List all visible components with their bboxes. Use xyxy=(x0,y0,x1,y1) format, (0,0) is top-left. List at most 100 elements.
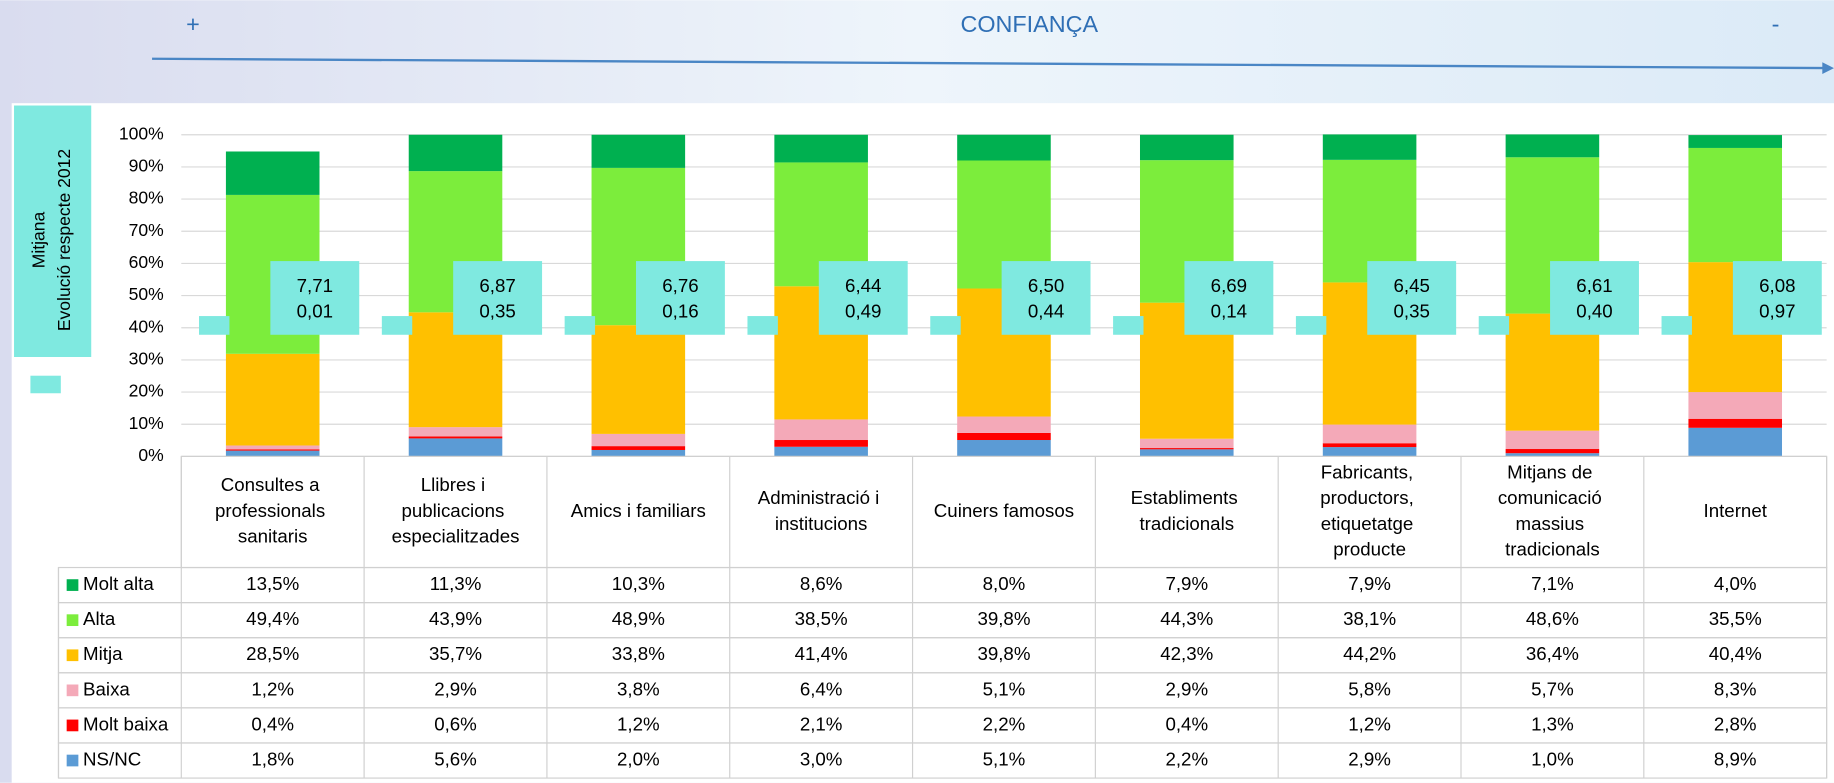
average-marker xyxy=(1113,316,1144,335)
table-value: 10,3% xyxy=(612,573,665,594)
bar-segment xyxy=(774,134,868,163)
average-marker xyxy=(564,316,596,335)
x-tick-label: Internet xyxy=(1704,500,1768,521)
bar-segment xyxy=(1505,134,1600,158)
average-box xyxy=(453,261,543,335)
average-box xyxy=(635,261,725,335)
plus-label: + xyxy=(186,11,200,37)
bar-segment xyxy=(774,440,868,447)
average-label: 6,69 xyxy=(1211,275,1247,296)
bar-segment xyxy=(1139,448,1234,450)
y-tick-label: 50% xyxy=(129,284,164,304)
minus-label: - xyxy=(1772,11,1780,37)
bar-segment xyxy=(1505,430,1600,450)
table-value: 2,8% xyxy=(1714,713,1757,734)
evolution-label: 0,97 xyxy=(1759,300,1795,321)
table-value: 1,3% xyxy=(1531,713,1574,734)
bar-segment xyxy=(591,433,686,447)
bar-segment xyxy=(1688,392,1783,419)
table-value: 43,9% xyxy=(429,608,482,629)
average-marker xyxy=(1661,316,1692,335)
table-value: 1,0% xyxy=(1531,748,1574,769)
table-value: 1,2% xyxy=(617,713,660,734)
legend-label: Alta xyxy=(83,608,116,629)
bar-segment xyxy=(591,134,686,168)
table-value: 2,9% xyxy=(434,678,477,699)
table-value: 33,8% xyxy=(612,643,665,664)
bar-segment xyxy=(591,446,686,450)
table-value: 0,6% xyxy=(434,713,477,734)
evolution-label: 0,35 xyxy=(479,300,515,321)
bar-segment xyxy=(957,416,1051,433)
bar-segment xyxy=(1688,147,1783,263)
table-value: 35,7% xyxy=(429,643,482,664)
table-value: 41,4% xyxy=(795,643,848,664)
table-value: 44,3% xyxy=(1160,608,1213,629)
y-tick-label: 90% xyxy=(129,156,164,176)
table-value: 5,6% xyxy=(434,748,477,769)
arrow-head xyxy=(1822,62,1834,74)
average-box xyxy=(1367,261,1457,335)
x-tick-label: Fabricants, productors, etiquetatge prod… xyxy=(1320,461,1419,559)
table-value: 2,2% xyxy=(983,713,1026,734)
table-value: 2,2% xyxy=(1165,748,1208,769)
legend-label: Molt alta xyxy=(83,573,154,594)
bar-segment xyxy=(408,427,503,437)
x-tick-label: Consultes a professionals sanitaris xyxy=(215,474,330,546)
table-value: 39,8% xyxy=(977,643,1030,664)
bar-segment xyxy=(1322,443,1417,448)
bar-segment xyxy=(591,449,686,457)
bar-segment xyxy=(1688,418,1783,428)
bar-segment xyxy=(408,438,503,457)
legend-marker xyxy=(30,375,61,394)
average-marker xyxy=(1295,316,1327,335)
table-value: 1,2% xyxy=(251,678,294,699)
legend-swatch xyxy=(66,649,79,662)
evolution-label: 0,49 xyxy=(845,300,881,321)
average-box xyxy=(270,261,360,335)
average-box xyxy=(818,261,908,335)
bar-segment xyxy=(225,449,320,451)
evolution-label: 0,01 xyxy=(297,300,333,321)
y-tick-label: 60% xyxy=(129,252,164,272)
bar-segment xyxy=(1322,447,1417,457)
table-value: 39,8% xyxy=(977,608,1030,629)
table-value: 49,4% xyxy=(246,608,299,629)
table-value: 7,9% xyxy=(1165,573,1208,594)
table-value: 5,7% xyxy=(1531,678,1574,699)
average-box xyxy=(1184,261,1274,335)
bar-segment xyxy=(225,151,320,195)
table-value: 0,4% xyxy=(251,713,294,734)
table-value: 2,9% xyxy=(1165,678,1208,699)
bar-segment xyxy=(408,436,503,439)
bar-segment xyxy=(957,432,1051,441)
table-value: 44,2% xyxy=(1343,643,1396,664)
evolution-label: 0,40 xyxy=(1576,300,1612,321)
legend-swatch xyxy=(66,754,79,767)
table-value: 0,4% xyxy=(1165,713,1208,734)
bar-segment xyxy=(225,445,320,450)
y-tick-label: 30% xyxy=(129,349,164,369)
table-value: 1,8% xyxy=(251,748,294,769)
average-label: 6,44 xyxy=(845,275,881,296)
bar-segment xyxy=(225,353,320,446)
average-label: 7,71 xyxy=(297,275,333,296)
evolution-label: 0,16 xyxy=(662,300,698,321)
legend-swatch xyxy=(66,579,79,591)
x-tick-label: Establiments tradicionals xyxy=(1131,487,1243,534)
average-marker xyxy=(1478,316,1510,335)
legend-label: Mitja xyxy=(83,643,123,664)
legend-swatch xyxy=(66,684,79,697)
table-value: 6,4% xyxy=(800,678,843,699)
table-value: 38,5% xyxy=(795,608,848,629)
bar-segment xyxy=(1322,134,1417,160)
average-label: 6,87 xyxy=(479,275,515,296)
table-value: 13,5% xyxy=(246,573,299,594)
bar-segment xyxy=(1322,424,1417,444)
x-tick-label: Administració i institucions xyxy=(758,487,885,534)
bar-segment xyxy=(1139,438,1234,449)
bar-segment xyxy=(1688,135,1783,148)
table-value: 8,3% xyxy=(1714,678,1757,699)
bar-segment xyxy=(408,134,503,172)
